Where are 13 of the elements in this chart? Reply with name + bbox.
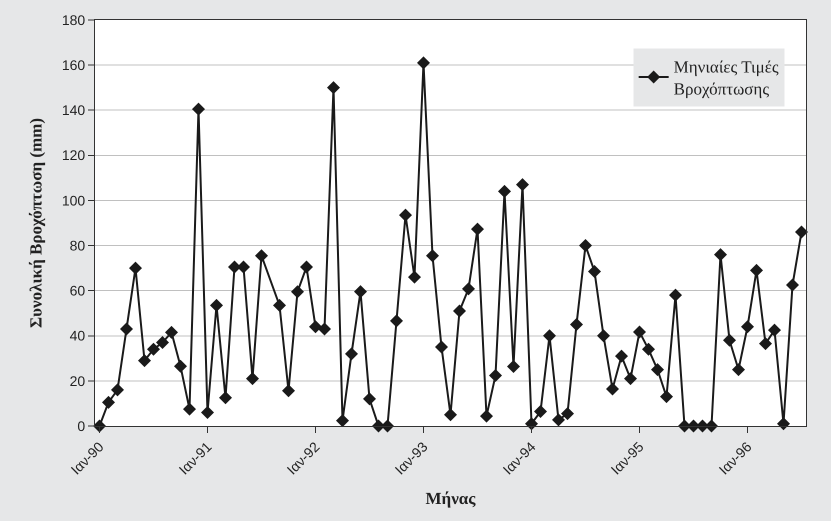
y-tick-label: 80 <box>70 237 86 254</box>
y-tick-label: 160 <box>62 57 86 74</box>
x-axis-title: Μήνας <box>426 489 476 508</box>
y-tick-label: 100 <box>62 192 86 208</box>
legend-label: Μηνιαίες Τιμές Βροχόπτωσης <box>674 58 779 99</box>
y-tick-label: 60 <box>70 282 86 299</box>
y-tick-label: 140 <box>62 102 86 118</box>
y-tick-label: 20 <box>70 372 86 389</box>
y-tick-label: 120 <box>62 147 86 164</box>
y-tick-label: 40 <box>70 328 86 344</box>
y-tick-label: 0 <box>77 418 86 434</box>
y-axis-title: Συνολική Βροχόπτωση (mm) <box>26 118 46 328</box>
y-tick-label: 180 <box>62 12 86 28</box>
